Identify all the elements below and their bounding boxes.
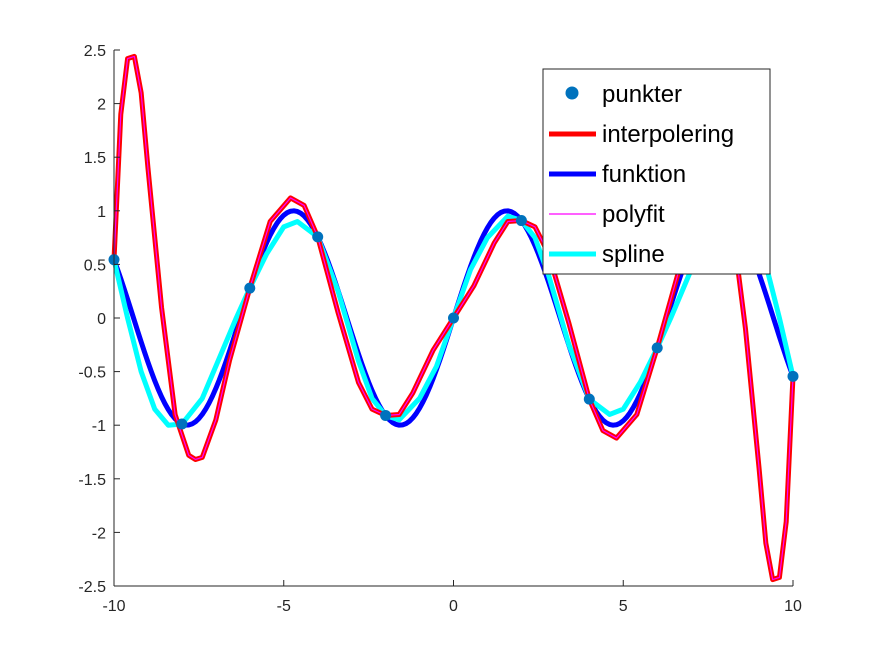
legend-label-funktion: funktion bbox=[602, 161, 686, 188]
y-tick-label: 0.5 bbox=[84, 257, 106, 274]
point-punkter bbox=[380, 409, 392, 421]
point-punkter bbox=[176, 418, 188, 430]
y-tick-label: -2.5 bbox=[78, 579, 106, 596]
axes-layer: -10 -5 0 5 10 -2.5 -2 -1.5 -1 -0.5 0 0.5 1 1.5 2 2.5 bbox=[78, 43, 802, 615]
point-punkter bbox=[651, 342, 663, 354]
legend-label-polyfit: polyfit bbox=[602, 201, 665, 228]
point-punkter bbox=[448, 312, 459, 324]
y-tick-label: 2.5 bbox=[84, 43, 106, 60]
y-tick-label: 1 bbox=[97, 204, 106, 221]
x-tick-label: 5 bbox=[619, 598, 628, 615]
point-punkter bbox=[787, 370, 799, 382]
x-tick-label: 10 bbox=[784, 598, 802, 615]
legend-item-punkter: punkter bbox=[565, 81, 682, 108]
y-tick-label: 2 bbox=[97, 97, 106, 114]
point-punkter bbox=[515, 215, 527, 227]
legend-label-interpolering: interpolering bbox=[602, 121, 734, 148]
legend-item-funktion: funktion bbox=[549, 161, 686, 188]
x-tick-label: -10 bbox=[102, 598, 125, 615]
legend-item-spline: spline bbox=[549, 241, 665, 268]
x-tick-label: 0 bbox=[449, 598, 458, 615]
y-tick-label: -1.5 bbox=[78, 472, 106, 489]
legend-marker-punkter bbox=[565, 86, 579, 100]
y-tick-label: -1 bbox=[92, 418, 106, 435]
legend-item-polyfit: polyfit bbox=[549, 201, 665, 228]
y-tick-label: -0.5 bbox=[78, 365, 106, 382]
y-tick-label: -2 bbox=[92, 525, 106, 542]
point-punkter bbox=[244, 282, 256, 294]
x-tick-label: -5 bbox=[277, 598, 291, 615]
y-tick-label: 1.5 bbox=[84, 150, 106, 167]
legend-label-spline: spline bbox=[602, 241, 665, 268]
legend-label-punkter: punkter bbox=[602, 81, 682, 108]
legend-item-interpolering: interpolering bbox=[549, 121, 734, 148]
legend: punkter interpolering funktion polyfit splin… bbox=[542, 68, 771, 275]
point-punkter bbox=[583, 393, 595, 405]
y-tick-label: 0 bbox=[97, 311, 106, 328]
point-punkter bbox=[312, 231, 324, 243]
